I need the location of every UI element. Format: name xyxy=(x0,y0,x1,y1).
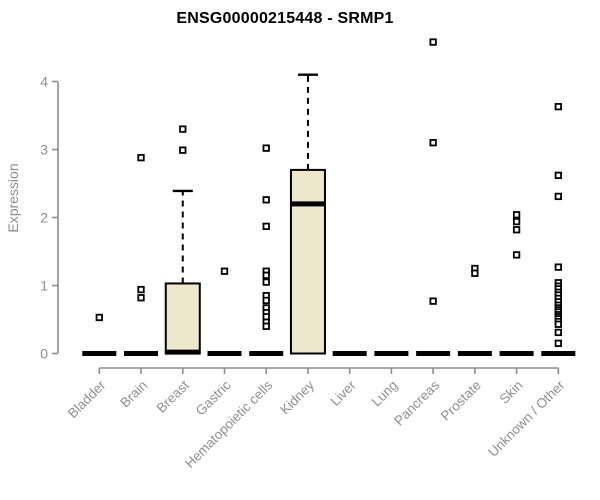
collapsed-box-median xyxy=(207,351,242,356)
outlier-point xyxy=(262,144,270,152)
box xyxy=(164,282,201,355)
outlier-point xyxy=(95,313,103,322)
outlier-point xyxy=(262,278,270,286)
outlier-point xyxy=(137,285,145,294)
outlier-point xyxy=(429,139,437,147)
outlier-point xyxy=(512,211,521,219)
outlier-point xyxy=(179,146,187,154)
x-category-label: Prostate xyxy=(438,378,484,424)
box-group-prostate xyxy=(457,264,492,356)
outlier-point xyxy=(262,322,270,330)
outlier-point xyxy=(429,297,437,305)
outlier-point xyxy=(262,271,270,279)
box-group-gastric xyxy=(207,267,242,356)
outlier-point xyxy=(471,269,479,277)
box-group-liver xyxy=(332,351,367,356)
outlier-point xyxy=(554,320,562,328)
outlier-point xyxy=(512,251,521,259)
outlier-point xyxy=(262,196,270,204)
collapsed-box-median xyxy=(541,351,576,356)
y-tick-label: 3 xyxy=(40,142,48,158)
x-category-label: Lung xyxy=(369,378,401,410)
y-tick-label: 0 xyxy=(40,346,48,362)
x-category-label: Liver xyxy=(328,377,360,409)
outlier-point xyxy=(554,171,562,179)
y-tick-label: 4 xyxy=(40,74,48,90)
x-category-label: Unknown / Other xyxy=(485,377,568,460)
outlier-point xyxy=(220,267,229,275)
collapsed-box-median xyxy=(124,351,159,356)
box-group-skin xyxy=(499,211,534,356)
x-category-label: Breast xyxy=(154,377,192,415)
chart-title: ENSG00000215448 - SRMP1 xyxy=(176,10,394,27)
box-group-pancreas xyxy=(416,38,451,356)
outlier-point xyxy=(512,217,521,226)
outlier-point xyxy=(554,339,562,347)
outlier-point xyxy=(554,328,562,337)
outlier-point xyxy=(262,296,270,305)
outlier-point xyxy=(262,222,270,230)
collapsed-box-median xyxy=(499,351,534,356)
outlier-point xyxy=(554,263,562,271)
outlier-point xyxy=(179,125,187,133)
box xyxy=(289,168,326,355)
outlier-point xyxy=(137,294,145,302)
box-group-hematopoietic-cells xyxy=(249,144,284,356)
box-group-kidney xyxy=(289,73,326,355)
x-category-label: Brain xyxy=(117,378,150,411)
x-category-label: Bladder xyxy=(65,377,109,421)
outlier-point xyxy=(429,38,437,46)
box-group-unknown-other xyxy=(541,103,576,356)
x-category-label: Pancreas xyxy=(391,377,442,428)
collapsed-box-median xyxy=(249,351,284,356)
collapsed-box-median xyxy=(416,351,451,356)
x-category-label: Kidney xyxy=(277,377,317,417)
box-group-breast xyxy=(164,125,201,355)
outlier-point xyxy=(512,226,521,234)
collapsed-box-median xyxy=(332,351,367,356)
median-line xyxy=(165,349,200,355)
box-group-lung xyxy=(374,351,409,356)
y-tick-label: 2 xyxy=(40,210,48,226)
outlier-point xyxy=(554,103,562,111)
collapsed-box-median xyxy=(82,351,117,356)
collapsed-box-median xyxy=(374,351,409,356)
x-category-label: Skin xyxy=(497,378,526,407)
y-tick-label: 1 xyxy=(40,278,48,294)
box-group-brain xyxy=(124,154,159,356)
box-group-bladder xyxy=(82,313,117,356)
collapsed-box-median xyxy=(457,351,492,356)
outlier-point xyxy=(554,192,562,201)
median-line xyxy=(290,201,325,207)
outlier-point xyxy=(137,154,145,162)
x-category-label: Gastric xyxy=(193,377,234,418)
